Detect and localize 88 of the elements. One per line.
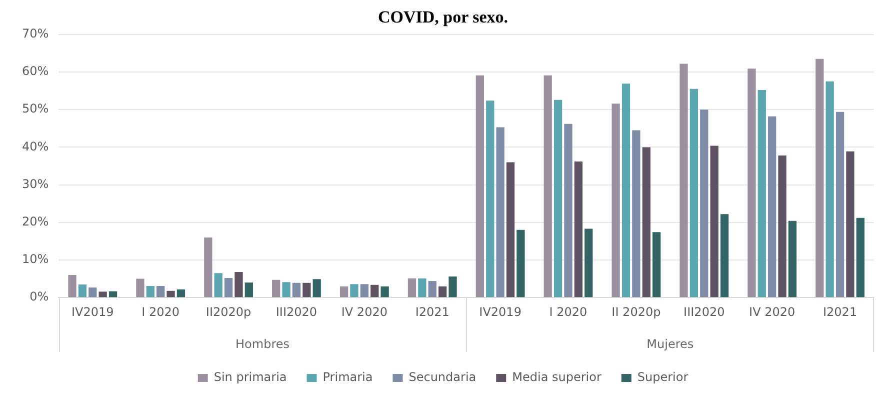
x-tick-label: IV 2020 — [749, 304, 796, 319]
legend-label: Media superior — [512, 370, 602, 384]
bar — [632, 130, 640, 298]
bar — [98, 292, 107, 298]
x-tick-label: I 2020 — [549, 304, 588, 319]
bar — [370, 284, 379, 298]
bar — [826, 81, 834, 298]
y-tick-label: 0% — [30, 290, 49, 304]
bar — [710, 146, 718, 298]
bar — [642, 147, 650, 298]
bar — [856, 218, 864, 298]
bar — [156, 286, 165, 298]
bar — [360, 284, 368, 298]
bar — [292, 282, 301, 298]
x-tick-label: II2020p — [206, 304, 252, 319]
bar — [176, 289, 186, 298]
bar — [282, 282, 290, 298]
legend-label: Sin primaria — [214, 370, 287, 384]
bar — [408, 278, 416, 298]
x-tick-label: IV2019 — [479, 304, 522, 319]
bar — [720, 214, 729, 298]
bar — [302, 282, 311, 298]
bar — [272, 280, 280, 298]
bar — [486, 100, 494, 298]
bar — [836, 112, 844, 298]
bar — [448, 276, 457, 298]
bar — [380, 286, 389, 298]
x-tick-label: III2020 — [276, 304, 318, 319]
bar — [506, 162, 515, 298]
x-tick-label: I 2020 — [142, 304, 180, 319]
bar — [778, 155, 786, 298]
legend-label: Primaria — [322, 370, 373, 384]
bar — [204, 237, 212, 298]
y-tick-label: 60% — [22, 64, 49, 78]
chart-title: COVID, por sexo. — [378, 8, 508, 27]
bar — [136, 278, 144, 298]
bar — [758, 90, 766, 298]
bar — [350, 284, 358, 298]
bar — [748, 68, 756, 298]
bar — [312, 279, 321, 298]
bar — [652, 232, 661, 298]
legend-label: Secundaria — [408, 370, 476, 384]
bar — [700, 110, 708, 298]
bar — [68, 275, 76, 298]
x-tick-label: IV2019 — [71, 304, 114, 319]
bar — [428, 281, 436, 298]
bar — [516, 230, 525, 298]
bar — [554, 100, 562, 298]
bar — [340, 286, 348, 298]
x-tick-label: I2021 — [822, 304, 858, 319]
bar — [768, 116, 776, 298]
x-tick-label: I2021 — [415, 304, 450, 319]
text: Mujeres — [646, 337, 694, 351]
text: Hombres — [236, 337, 290, 351]
bar — [690, 88, 698, 298]
bar — [224, 278, 233, 298]
bar — [680, 64, 688, 298]
y-tick-label: 70% — [22, 26, 49, 41]
bar — [612, 104, 620, 298]
bar — [88, 287, 97, 298]
y-tick-label: 50% — [22, 102, 49, 116]
y-tick-label: 30% — [22, 176, 49, 191]
y-tick-label: 20% — [22, 214, 49, 229]
bar — [234, 272, 243, 298]
bar — [788, 220, 797, 298]
bar — [622, 84, 630, 298]
legend-label: Superior — [637, 370, 688, 384]
bar — [214, 273, 222, 298]
bar — [816, 58, 824, 298]
bar — [574, 161, 583, 298]
bar — [496, 127, 504, 298]
bar — [438, 286, 447, 298]
bar — [78, 284, 87, 298]
bar — [108, 291, 118, 298]
bar — [166, 290, 175, 298]
bar — [584, 228, 593, 298]
bar — [146, 286, 154, 298]
x-tick-label: IV 2020 — [341, 304, 388, 319]
bar — [244, 282, 253, 298]
bar — [544, 75, 552, 298]
y-tick-label: 40% — [22, 139, 49, 154]
bar — [418, 278, 426, 298]
x-tick-label: III2020 — [684, 304, 725, 319]
x-tick-label: II 2020p — [612, 304, 661, 319]
y-tick-label: 10% — [22, 252, 49, 266]
bar — [846, 151, 854, 298]
bar — [476, 75, 484, 298]
bar — [564, 124, 572, 298]
